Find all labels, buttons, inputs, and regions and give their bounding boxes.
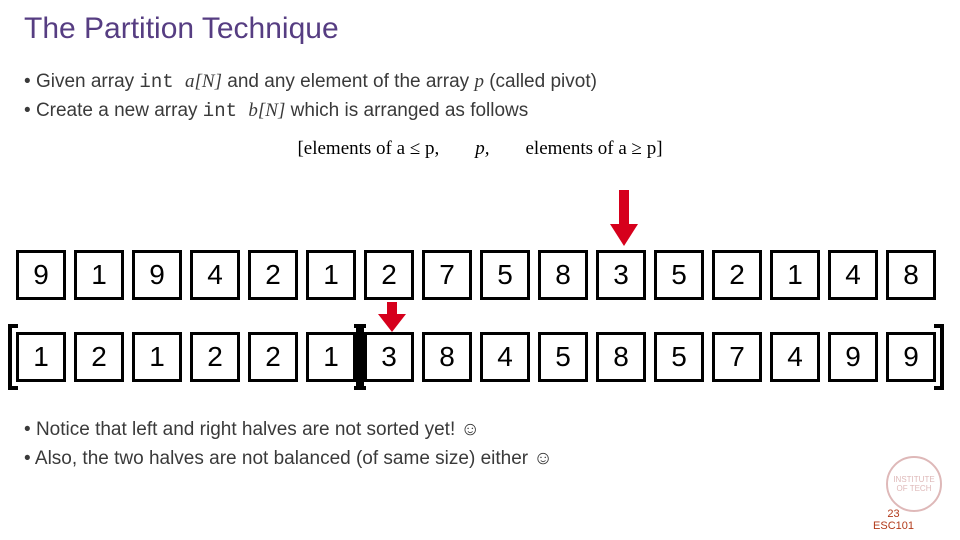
array-b-cell: 8 (596, 332, 646, 382)
array-b-cell: 2 (248, 332, 298, 382)
array-a-cell: 5 (654, 250, 704, 300)
array-a-cell: 5 (480, 250, 530, 300)
bullet-2: • Create a new array int b[N] which is a… (24, 97, 597, 126)
bullet-4: • Also, the two halves are not balanced … (24, 445, 553, 474)
array-a-cell: 7 (422, 250, 472, 300)
array-a-cell: 9 (132, 250, 182, 300)
array-b-cell: 3 (364, 332, 414, 382)
array-b-cell: 2 (74, 332, 124, 382)
array-a-cell: 1 (770, 250, 820, 300)
array-a-cell: 8 (538, 250, 588, 300)
array-a-cell: 1 (74, 250, 124, 300)
page-number: 23 (873, 508, 914, 520)
array-a-cell: 3 (596, 250, 646, 300)
array-b-cell: 4 (480, 332, 530, 382)
array-b-cell: 9 (828, 332, 878, 382)
array-a-cell: 9 (16, 250, 66, 300)
bullet-1: • Given array int a[N] and any element o… (24, 68, 597, 97)
footer: 23 ESC101 (873, 508, 914, 532)
array-b-cell: 9 (886, 332, 936, 382)
array-a-cell: 2 (248, 250, 298, 300)
array-b-cell: 1 (306, 332, 356, 382)
bracket-left (8, 324, 18, 390)
array-a: 9194212758352148 (16, 250, 936, 300)
array-b-cell: 1 (16, 332, 66, 382)
array-b-cell: 2 (190, 332, 240, 382)
array-a-cell: 1 (306, 250, 356, 300)
array-b: 1212213845857499 (16, 332, 936, 382)
array-b-cell: 4 (770, 332, 820, 382)
array-a-cell: 4 (190, 250, 240, 300)
formula: [elements of a ≤ p,p,elements of a ≥ p] (0, 138, 960, 160)
array-a-cell: 2 (364, 250, 414, 300)
bullets-bottom: • Notice that left and right halves are … (24, 416, 553, 473)
arrow-down-mid (378, 302, 406, 334)
array-a-cell: 8 (886, 250, 936, 300)
array-b-cell: 5 (654, 332, 704, 382)
array-b-cell: 8 (422, 332, 472, 382)
bullets-top: • Given array int a[N] and any element o… (24, 68, 597, 125)
bullet-3: • Notice that left and right halves are … (24, 416, 553, 445)
arrow-down-pivot (610, 190, 638, 248)
array-a-cell: 2 (712, 250, 762, 300)
array-b-cell: 7 (712, 332, 762, 382)
institute-logo: INSTITUTE OF TECH (886, 456, 942, 512)
array-a-cell: 4 (828, 250, 878, 300)
slide-title: The Partition Technique (24, 12, 339, 46)
bracket-right (934, 324, 944, 390)
array-b-cell: 1 (132, 332, 182, 382)
bracket-left (356, 324, 366, 390)
course-code: ESC101 (873, 520, 914, 532)
array-b-cell: 5 (538, 332, 588, 382)
